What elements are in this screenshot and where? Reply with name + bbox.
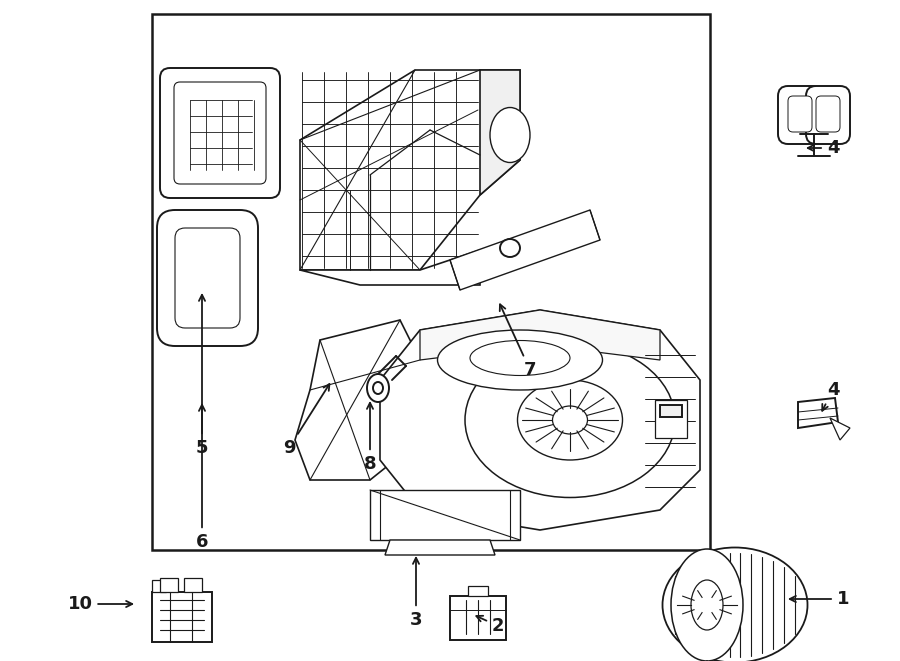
- Ellipse shape: [500, 239, 520, 257]
- Polygon shape: [295, 320, 420, 480]
- Polygon shape: [385, 540, 495, 555]
- Bar: [655, 400, 687, 438]
- Ellipse shape: [490, 108, 530, 163]
- Polygon shape: [798, 398, 838, 428]
- Ellipse shape: [553, 406, 588, 434]
- Ellipse shape: [437, 330, 602, 390]
- Polygon shape: [152, 580, 166, 592]
- Polygon shape: [152, 592, 212, 642]
- Text: 9: 9: [283, 384, 329, 457]
- FancyBboxPatch shape: [806, 86, 850, 144]
- Ellipse shape: [373, 382, 383, 394]
- FancyBboxPatch shape: [160, 68, 280, 198]
- Text: 4: 4: [823, 381, 839, 410]
- Ellipse shape: [691, 580, 723, 630]
- Polygon shape: [420, 310, 660, 360]
- Text: 6: 6: [196, 405, 208, 551]
- Text: 4: 4: [808, 139, 839, 157]
- Ellipse shape: [671, 549, 743, 661]
- Ellipse shape: [470, 340, 570, 375]
- Text: 2: 2: [476, 616, 504, 635]
- FancyBboxPatch shape: [778, 86, 822, 144]
- Bar: [660, 405, 682, 417]
- Bar: [152, 14, 710, 550]
- Polygon shape: [480, 70, 520, 195]
- Ellipse shape: [662, 547, 807, 661]
- FancyBboxPatch shape: [175, 228, 240, 328]
- Polygon shape: [380, 310, 700, 530]
- FancyBboxPatch shape: [788, 96, 812, 132]
- Polygon shape: [450, 596, 506, 640]
- Polygon shape: [468, 586, 488, 596]
- Text: 10: 10: [68, 595, 132, 613]
- FancyBboxPatch shape: [174, 82, 266, 184]
- FancyBboxPatch shape: [157, 210, 258, 346]
- Polygon shape: [300, 70, 520, 270]
- Text: 5: 5: [196, 295, 208, 457]
- Text: 3: 3: [410, 558, 422, 629]
- Bar: [184, 578, 202, 592]
- Ellipse shape: [465, 342, 675, 498]
- Polygon shape: [300, 250, 480, 285]
- FancyBboxPatch shape: [816, 96, 840, 132]
- Polygon shape: [450, 210, 600, 290]
- Text: 8: 8: [364, 403, 376, 473]
- Bar: [160, 578, 178, 592]
- Polygon shape: [370, 490, 520, 540]
- Text: 7: 7: [500, 304, 536, 379]
- Ellipse shape: [518, 380, 623, 460]
- Text: 1: 1: [790, 590, 850, 608]
- Polygon shape: [830, 418, 850, 440]
- Ellipse shape: [367, 374, 389, 402]
